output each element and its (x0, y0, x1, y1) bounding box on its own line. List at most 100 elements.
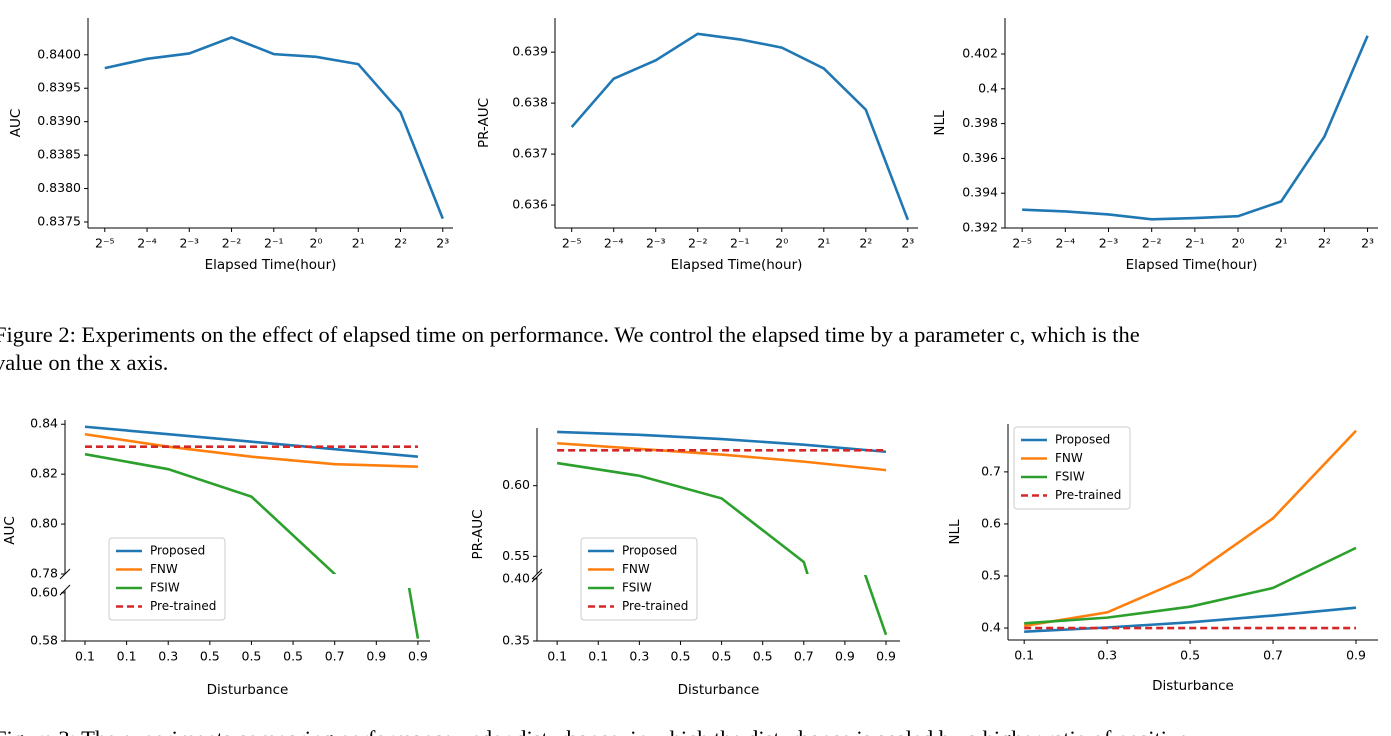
series-line (557, 441, 887, 472)
y-axis-label: NLL (932, 110, 948, 136)
series-line (557, 294, 886, 318)
x-tick-label: 2⁰ (310, 236, 323, 251)
legend-label: FNW (622, 562, 650, 576)
legend-box (108, 537, 226, 621)
y-tick-label: 0.80 (30, 516, 58, 531)
x-axis-label: Elapsed Time(hour) (671, 257, 803, 273)
legend-label: Proposed (150, 544, 205, 558)
series-line (1022, 35, 1369, 221)
legend-label: Pre-trained (150, 599, 216, 613)
x-tick-label: 2³ (901, 236, 914, 251)
y-tick-label: 0.639 (512, 44, 548, 59)
series-line (556, 461, 809, 574)
y-tick-label: 0.8390 (37, 113, 81, 128)
legend-label: Pre-trained (1055, 488, 1121, 502)
x-tick-label: 2² (1318, 236, 1331, 251)
y-tick-label: 0.84 (30, 416, 58, 431)
y-tick-label: 0.636 (512, 197, 548, 212)
y-tick-label: 0.6 (981, 515, 1001, 530)
x-tick-label: 2² (859, 236, 872, 251)
x-tick-label: 2⁻⁵ (95, 236, 115, 251)
legend-label: Proposed (622, 544, 677, 558)
legend-box (1013, 426, 1131, 510)
x-tick-label: 0.5 (712, 649, 732, 664)
legend-label: Pre-trained (622, 599, 688, 613)
x-axis-label: Disturbance (1152, 678, 1234, 694)
legend-label: FSIW (622, 581, 652, 595)
x-tick-label: 0.5 (200, 649, 220, 664)
y-tick-label: 0.8385 (37, 147, 81, 162)
y-tick-label: 0.60 (502, 477, 530, 492)
x-tick-label: 2⁻² (688, 236, 708, 251)
y-tick-label: 0.8395 (37, 80, 81, 95)
x-tick-label: 2⁰ (775, 236, 788, 251)
x-tick-label: 2³ (436, 236, 449, 251)
x-tick-label: 2⁻⁴ (604, 236, 624, 251)
x-axis-label: Disturbance (207, 682, 289, 698)
x-tick-label: 0.1 (547, 649, 567, 664)
x-tick-label: 0.1 (588, 649, 608, 664)
x-tick-label: 2¹ (817, 236, 830, 251)
x-tick-label: 2³ (1361, 236, 1374, 251)
x-tick-label: 0.1 (117, 649, 137, 664)
x-tick-label: 0.5 (242, 649, 262, 664)
x-tick-label: 2² (394, 236, 407, 251)
x-tick-label: 2⁻³ (1099, 236, 1119, 251)
series-line (84, 432, 418, 468)
series-line (570, 32, 910, 221)
series-line (557, 284, 886, 301)
y-tick-label: 0.638 (512, 95, 548, 110)
x-tick-label: 0.9 (1346, 648, 1366, 663)
x-tick-label: 0.3 (1097, 648, 1117, 663)
x-tick-label: 0.5 (753, 649, 773, 664)
legend-label: Proposed (1055, 433, 1110, 447)
x-tick-label: 0.9 (408, 649, 428, 664)
legend-label: FNW (1055, 451, 1083, 465)
series-line (85, 18, 418, 47)
y-tick-label: 0.58 (30, 633, 58, 648)
y-tick-label: 0.402 (962, 46, 998, 61)
x-tick-label: 0.1 (1014, 648, 1034, 663)
axis-break-mark (531, 571, 543, 583)
series-line (1024, 546, 1357, 625)
x-tick-label: 0.3 (629, 649, 649, 664)
x-axis-label: Elapsed Time(hour) (205, 257, 337, 273)
y-axis-label: NLL (947, 519, 963, 545)
x-axis-label: Disturbance (678, 682, 760, 698)
x-tick-label: 2¹ (1275, 236, 1288, 251)
y-axis-label: PR-AUC (470, 509, 486, 559)
y-tick-label: 0.40 (502, 570, 530, 585)
x-tick-label: 0.3 (158, 649, 178, 664)
legend-label: FNW (150, 562, 178, 576)
y-tick-label: 0.78 (30, 566, 58, 581)
x-tick-label: 2⁰ (1232, 236, 1245, 251)
y-tick-label: 0.7 (981, 463, 1001, 478)
y-tick-label: 0.4 (981, 620, 1001, 635)
x-tick-label: 2⁻¹ (1185, 236, 1205, 251)
x-tick-label: 2⁻¹ (264, 236, 284, 251)
x-tick-label: 2⁻¹ (730, 236, 750, 251)
series-line (557, 430, 887, 454)
x-tick-label: 2⁻⁴ (1056, 236, 1076, 251)
y-axis-label: AUC (8, 109, 24, 138)
y-tick-label: 0.8380 (37, 180, 81, 195)
x-tick-label: 0.5 (1180, 648, 1200, 663)
series-line (84, 425, 419, 458)
series-line (104, 35, 444, 220)
y-tick-label: 0.396 (962, 150, 998, 165)
y-tick-label: 0.60 (30, 584, 58, 599)
x-tick-label: 0.7 (1263, 648, 1283, 663)
y-tick-label: 0.398 (962, 115, 998, 130)
axis-break-mark (531, 568, 543, 580)
x-tick-label: 0.9 (835, 649, 855, 664)
caption-line: Figure 2: Experiments on the effect of e… (0, 322, 1140, 347)
series-line (1023, 429, 1357, 628)
axis-break-mark (59, 568, 71, 580)
x-tick-label: 0.5 (283, 649, 303, 664)
x-tick-label: 2⁻⁵ (1012, 236, 1032, 251)
y-tick-label: 0.35 (502, 633, 530, 648)
caption-line: Figure 3: The experiments comparing perf… (0, 726, 1188, 736)
x-tick-label: 0.9 (876, 649, 896, 664)
x-tick-label: 0.1 (75, 649, 95, 664)
